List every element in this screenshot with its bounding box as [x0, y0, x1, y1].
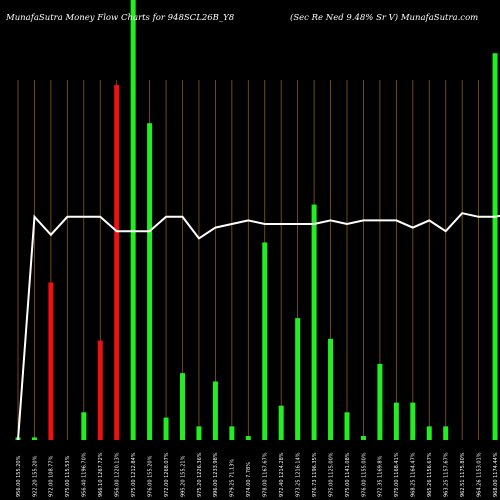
x-tick-label: 976.00 1155.00%	[361, 452, 367, 497]
x-tick-label: 975.00 1125.00%	[328, 452, 334, 497]
bar	[196, 426, 202, 440]
x-tick-label: 996.00 1233.98%	[213, 452, 219, 497]
x-tick-label: 973.25 1216.14%	[295, 452, 301, 497]
x-tick-label: 968.25 1164.47%	[411, 452, 417, 497]
bars-series	[15, 0, 498, 441]
x-tick-label: 974.00 7.78%	[246, 462, 252, 497]
bar	[245, 436, 251, 440]
bar	[278, 405, 284, 440]
x-tick-label: 956.40 1196.70%	[82, 452, 88, 497]
bar	[492, 53, 498, 441]
bar	[48, 282, 54, 440]
x-tick-label: 978.00 1167.67%	[263, 452, 269, 497]
x-tick-label: 976.00 155.20%	[147, 455, 153, 497]
x-tick-label: 956.00 155.20%	[16, 455, 22, 497]
bar	[81, 412, 87, 440]
x-tick-label: 922.20 155.20%	[32, 455, 38, 497]
x-tick-label: 972.40 1214.28%	[279, 452, 285, 497]
x-tick-label: 975.20 1226.36%	[197, 452, 203, 497]
x-tick-label: 975.00 1168.41%	[394, 452, 400, 497]
bar	[212, 381, 218, 440]
bar	[410, 402, 416, 440]
bar	[393, 402, 399, 440]
x-tick-label: 968.00 1174.44%	[493, 452, 499, 497]
x-tick-label: 979.25 71.13%	[230, 459, 236, 497]
x-tick-label: 975.00 1141.08%	[345, 452, 351, 497]
bar	[97, 340, 103, 440]
x-tick-label: 956.00 1220.13%	[115, 452, 121, 497]
x-tick-label: 972.00 108.77%	[49, 455, 55, 497]
chart-header-right: (Sec Re Ned 9.48% Sr V) MunafaSutra.com	[290, 12, 478, 23]
line-path	[17, 212, 500, 441]
line-series	[17, 212, 500, 441]
bar	[344, 412, 350, 440]
x-tick-label: 966.10 1267.72%	[98, 452, 104, 497]
bar	[114, 84, 120, 441]
x-tick-label: 965.26 1156.67%	[427, 452, 433, 497]
x-tick-label: 995.20 155.21%	[180, 455, 186, 497]
x-tick-label: 972.00 1268.07%	[164, 452, 170, 497]
bar	[360, 436, 366, 440]
x-tick-label: 975.00 1212.84%	[131, 452, 137, 497]
bar	[262, 242, 268, 440]
x-tick-labels: 956.00 155.20% 922.20 155.20% 972.00 108.7…	[16, 452, 499, 497]
x-tick-label: 975.00 115.53%	[65, 455, 71, 497]
bar	[295, 318, 301, 440]
bar	[130, 0, 136, 440]
x-tick-label: 972.35 1169.8%	[378, 455, 384, 497]
bar	[328, 338, 334, 440]
x-tick-label: 964.26 1153.01%	[476, 452, 482, 497]
x-tick-label: 976.73 1196.35%	[312, 452, 318, 497]
x-tick-label: 963.25 1157.67%	[444, 452, 450, 497]
bar	[180, 373, 185, 440]
bar	[311, 204, 317, 440]
chart-header-left: MunafaSutra Money Flow Charts for 948SCL…	[5, 13, 235, 23]
bar	[147, 123, 153, 440]
x-tick-label: 962.51 1175.80%	[460, 452, 466, 497]
bar	[377, 363, 383, 440]
bar	[229, 426, 235, 440]
bar	[426, 426, 432, 440]
bar	[443, 426, 449, 440]
bar	[163, 417, 169, 440]
bar	[31, 437, 37, 440]
